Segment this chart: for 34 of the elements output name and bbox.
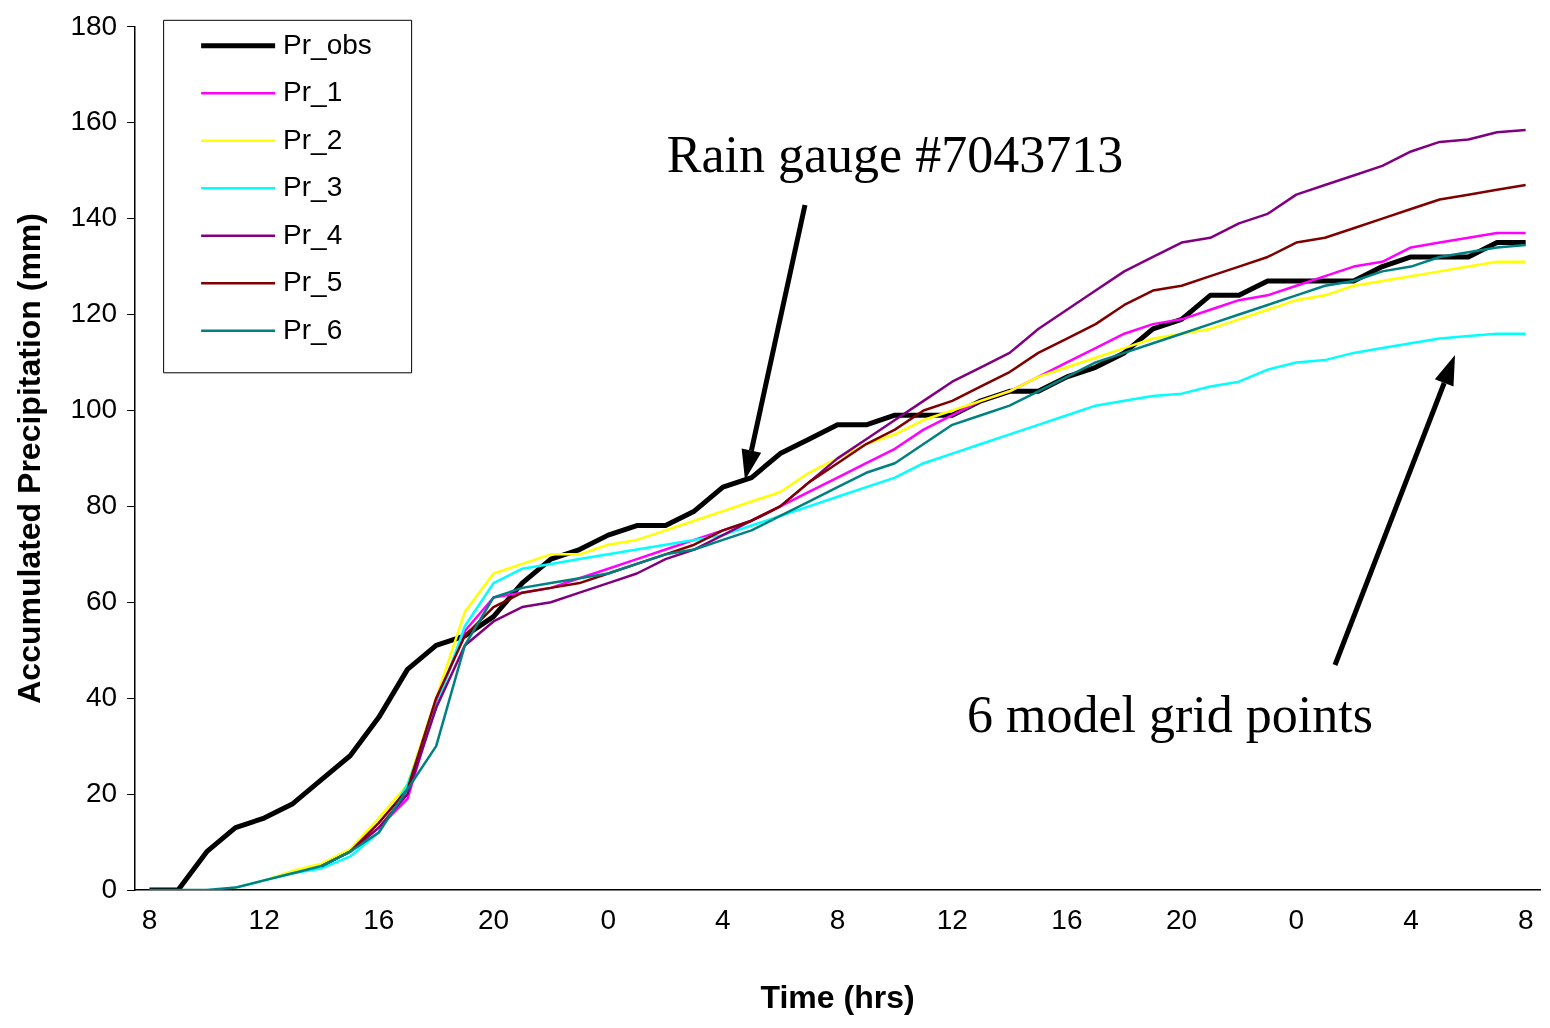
y-tick-label: 80 — [85, 489, 118, 521]
legend-label: Pr_obs — [283, 28, 372, 60]
x-tick-label: 20 — [477, 903, 510, 935]
y-tick-label: 160 — [70, 105, 118, 137]
x-tick-label: 16 — [1051, 903, 1083, 935]
y-tick-label: 180 — [70, 9, 118, 41]
y-tick-label: 60 — [85, 584, 118, 616]
y-axis-title: Accumulated Precipitation (mm) — [11, 213, 48, 704]
x-tick-label: 20 — [1166, 903, 1198, 935]
annotation: Rain gauge #7043713 — [666, 125, 1124, 183]
x-tick-label: 12 — [936, 903, 968, 935]
y-tick-label: 0 — [101, 872, 118, 904]
legend-label: Pr_1 — [283, 76, 343, 108]
x-tick-label: 8 — [829, 903, 846, 935]
x-tick-label: 0 — [600, 903, 616, 935]
x-tick-label: 0 — [1288, 903, 1305, 935]
x-tick-label: 8 — [1517, 903, 1534, 935]
x-tick-label: 16 — [363, 903, 395, 935]
y-tick-label: 100 — [70, 393, 118, 425]
x-tick-label: 4 — [715, 903, 731, 935]
x-axis-title: Time (hrs) — [760, 978, 915, 1015]
x-tick-label: 4 — [1403, 903, 1419, 935]
legend-label: Pr_3 — [283, 171, 343, 203]
x-tick-label: 12 — [248, 903, 280, 935]
y-tick-label: 140 — [70, 201, 118, 233]
y-tick-label: 120 — [70, 297, 118, 329]
annotation: 6 model grid points — [967, 685, 1373, 743]
y-tick-label: 20 — [85, 776, 118, 808]
y-tick-label: 40 — [85, 680, 118, 712]
legend-label: Pr_6 — [283, 313, 343, 345]
x-tick-label: 8 — [141, 903, 158, 935]
legend-label: Pr_2 — [283, 123, 343, 155]
legend-label: Pr_4 — [283, 218, 343, 250]
legend-label: Pr_5 — [283, 266, 343, 298]
